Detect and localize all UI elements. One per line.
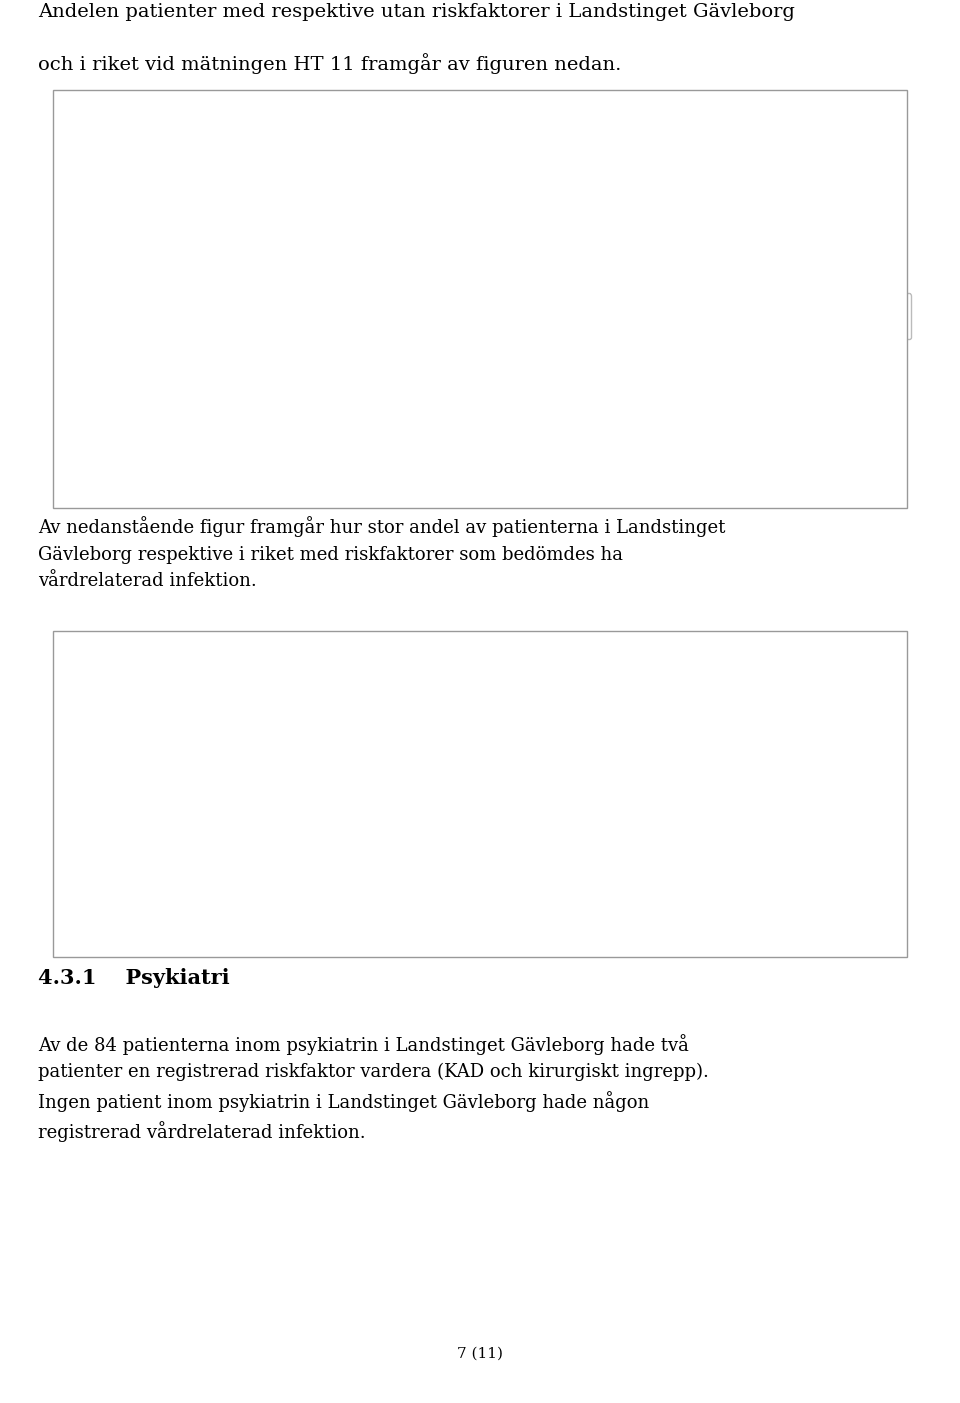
Bar bbox=[226, 182, 315, 198]
Bar bbox=[226, 154, 547, 170]
Legend: Riket, LG: Riket, LG bbox=[801, 803, 872, 849]
Bar bbox=[226, 456, 434, 471]
Bar bbox=[226, 283, 326, 299]
Bar bbox=[187, 776, 697, 790]
Bar bbox=[226, 370, 237, 384]
Bar bbox=[187, 707, 612, 721]
Bar bbox=[187, 899, 511, 913]
Bar bbox=[187, 734, 697, 748]
Bar bbox=[226, 139, 583, 154]
Bar bbox=[226, 355, 231, 370]
Bar bbox=[187, 790, 527, 804]
Text: 4.3.1    Psykiatri: 4.3.1 Psykiatri bbox=[38, 968, 230, 988]
Bar bbox=[187, 873, 443, 887]
Text: Av de 84 patienterna inom psykiatrin i Landstinget Gävleborg hade två
patienter : Av de 84 patienterna inom psykiatrin i L… bbox=[38, 1034, 709, 1142]
Bar bbox=[226, 398, 255, 412]
Text: och i riket vid mätningen HT 11 framgår av figuren nedan.: och i riket vid mätningen HT 11 framgår … bbox=[38, 53, 622, 74]
Bar bbox=[226, 240, 363, 255]
Bar bbox=[226, 198, 356, 212]
Text: Andelen patienter med respektive utan riskfaktorer i Landstinget Gävleborg: Andelen patienter med respektive utan ri… bbox=[38, 3, 795, 21]
Bar bbox=[187, 748, 544, 763]
Bar bbox=[226, 412, 279, 428]
Bar bbox=[187, 857, 578, 873]
Title: Andelen VRI bland patienter med olika riskfaktorer i Landstinget Gävleborg och i: Andelen VRI bland patienter med olika ri… bbox=[179, 647, 791, 675]
Bar bbox=[187, 831, 476, 845]
Text: Av nedanstående figur framgår hur stor andel av patienterna i Landstinget
Gävleb: Av nedanstående figur framgår hur stor a… bbox=[38, 516, 726, 591]
Bar bbox=[187, 817, 527, 831]
Bar bbox=[226, 441, 428, 456]
Bar bbox=[226, 311, 374, 327]
Bar bbox=[226, 226, 369, 240]
Bar bbox=[187, 913, 578, 927]
Legend: Riket, HT11: Riket, HT11 bbox=[839, 293, 911, 340]
Bar bbox=[187, 693, 595, 707]
Text: 7 (11): 7 (11) bbox=[457, 1347, 503, 1361]
Title: Andelen patienter med respektive utan riskfaktorer i Landstnget Gävleborg rep
ri: Andelen patienter med respektive utan ri… bbox=[244, 93, 803, 121]
Bar bbox=[226, 268, 309, 283]
Bar bbox=[226, 327, 410, 342]
